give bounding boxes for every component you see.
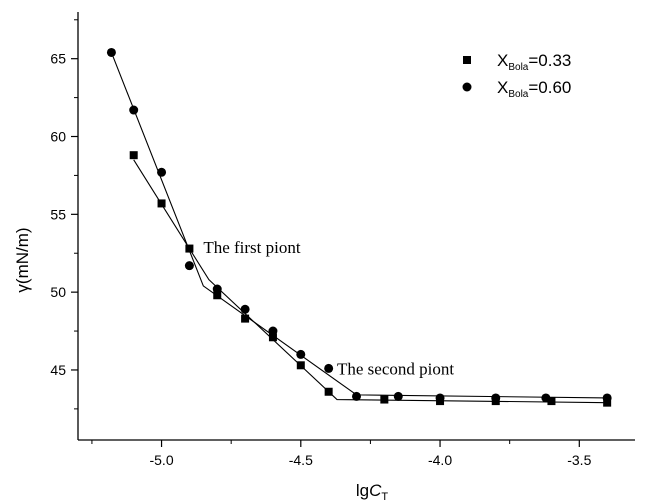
data-markers	[106, 47, 612, 407]
x-axis-label: lgCT	[356, 481, 389, 500]
y-axis-label: γ(mN/m)	[13, 227, 32, 292]
legend: XBola=0.33 XBola=0.60	[462, 51, 571, 100]
data-point-circle	[268, 326, 278, 336]
data-point-square	[547, 397, 556, 406]
data-point-circle	[296, 349, 306, 359]
y-tick-label: 45	[50, 362, 66, 378]
data-point-circle	[212, 284, 222, 294]
data-point-square	[129, 151, 138, 160]
data-point-circle	[352, 391, 361, 401]
data-point-square	[241, 314, 250, 323]
data-point-circle	[106, 47, 116, 57]
annotation-1: The first piont	[203, 238, 301, 257]
data-point-square	[380, 395, 389, 404]
x-tick-label: -4.5	[289, 452, 313, 468]
data-point-circle	[157, 167, 167, 177]
fit-line-series-2	[110, 52, 608, 399]
data-point-circle	[435, 393, 445, 403]
data-point-circle	[240, 304, 250, 314]
y-tick-label: 60	[50, 129, 66, 145]
data-point-square	[603, 398, 612, 407]
x-tick-label: -5.0	[149, 452, 173, 468]
data-point-circle	[324, 363, 334, 373]
data-point-circle	[184, 261, 194, 271]
x-axis-label-variable: C	[369, 481, 382, 500]
data-point-circle	[541, 393, 551, 403]
data-point-square	[296, 361, 305, 370]
annotations: The first piont The second piont	[203, 238, 454, 378]
data-point-square	[268, 333, 277, 342]
legend-marker-square	[463, 56, 471, 64]
x-axis-label-main: lg	[356, 481, 369, 500]
data-point-square	[157, 199, 166, 208]
legend-label: XBola=0.33	[497, 51, 571, 73]
data-point-square	[213, 291, 222, 300]
x-tick-label: -4.0	[428, 452, 452, 468]
data-point-square	[324, 387, 333, 396]
y-tick-label: 65	[50, 51, 66, 67]
data-point-square	[185, 244, 194, 253]
data-point-circle	[393, 391, 403, 401]
data-point-circle	[129, 105, 139, 115]
y-tick-label: 50	[50, 284, 66, 300]
x-axis-label-subscript: T	[381, 491, 388, 500]
annotation-2: The second piont	[337, 360, 454, 379]
data-point-circle	[491, 393, 501, 403]
legend-marker-circle	[462, 82, 472, 92]
legend-label: XBola=0.60	[497, 78, 571, 100]
x-tick-label: -3.5	[567, 452, 591, 468]
fit-lines	[110, 52, 608, 404]
axes: -5.0 -4.5 -4.0 -3.5 45 50 55 60 65	[50, 12, 635, 468]
y-tick-label: 55	[50, 206, 66, 222]
data-point-circle	[602, 393, 612, 403]
